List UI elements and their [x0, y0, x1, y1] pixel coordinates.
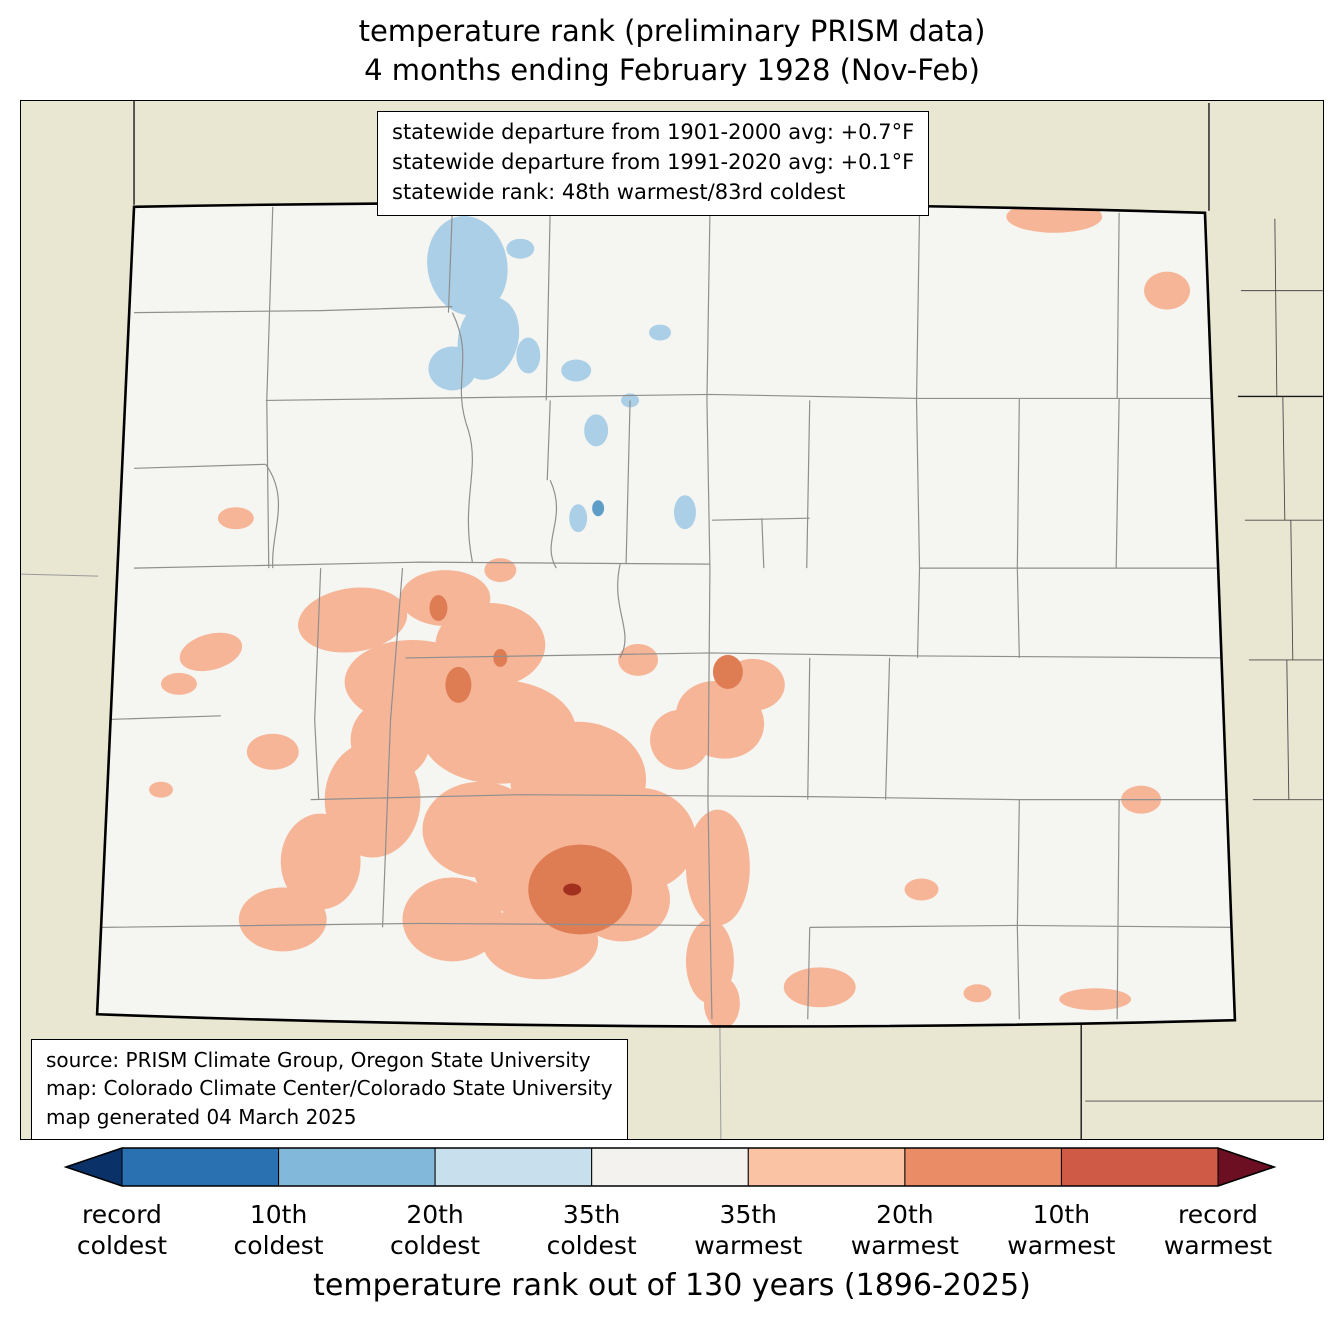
colorbar-right-arrow [1217, 1147, 1276, 1187]
colorado-map [21, 101, 1323, 1139]
source-line-1: source: PRISM Climate Group, Oregon Stat… [46, 1048, 591, 1072]
source-line-2: map: Colorado Climate Center/Colorado St… [46, 1076, 613, 1101]
stats-line-3: statewide rank: 48th warmest/83rd coldes… [392, 179, 846, 204]
colorbar-caption: temperature rank out of 130 years (1896-… [313, 1268, 1031, 1303]
colorbar-label-20th-warmest: 20th warmest [850, 1200, 959, 1260]
colorbar-label-record-coldest: record coldest [76, 1200, 168, 1260]
colorbar-label-35th-warmest: 35th warmest [694, 1200, 803, 1260]
colorbar-segment-7 [1060, 1147, 1219, 1187]
stats-line-1: statewide departure from 1901-2000 avg: … [392, 120, 915, 144]
title-line-1: temperature rank (preliminary PRISM data… [358, 14, 986, 48]
colorbar-segment-4 [591, 1147, 749, 1187]
warm-anomaly-core-spot [563, 883, 582, 896]
source-line-3: map generated 04 March 2025 [46, 1104, 357, 1129]
colorbar-segment-1 [121, 1147, 280, 1187]
neighbor-faint-boundaries [21, 573, 722, 1139]
statewide-stats-box: statewide departure from 1901-2000 avg: … [377, 111, 930, 217]
figure-title: temperature rank (preliminary PRISM data… [0, 12, 1344, 90]
source-attribution-box: source: PRISM Climate Group, Oregon Stat… [31, 1039, 628, 1141]
cold-anomaly-patches [427, 216, 696, 533]
colorbar-labels: record coldest 10th coldest 20th coldest… [20, 1200, 1324, 1262]
neighbor-county-boundaries [1085, 218, 1323, 1102]
colorbar-label-20th-coldest: 20th coldest [390, 1200, 481, 1260]
colorbar-segment-5 [747, 1147, 906, 1187]
title-line-2: 4 months ending February 1928 (Nov-Feb) [364, 53, 980, 88]
stats-line-2: statewide departure from 1991-2020 avg: … [392, 149, 915, 174]
cold-anomaly-core-spot [592, 500, 605, 517]
colorbar-segment-6 [904, 1147, 1063, 1187]
colorbar [20, 1146, 1324, 1192]
colorbar-segment-3 [434, 1147, 593, 1187]
colorbar-label-10th-coldest: 10th coldest [233, 1200, 324, 1260]
colorbar-outline [63, 1147, 1277, 1187]
colorbar-label-35th-coldest: 35th coldest [546, 1200, 637, 1260]
colorbar-svg [63, 1147, 1277, 1187]
county-boundaries [97, 206, 1235, 1020]
neighbor-state-boundaries [133, 101, 1323, 1139]
colorbar-label-10th-warmest: 10th warmest [1007, 1200, 1116, 1260]
colorbar-label-record-warmest: record warmest [1163, 1200, 1273, 1260]
map-frame: statewide departure from 1901-2000 avg: … [20, 100, 1324, 1141]
colorbar-left-arrow [64, 1147, 123, 1187]
colorbar-segment-2 [278, 1147, 436, 1187]
